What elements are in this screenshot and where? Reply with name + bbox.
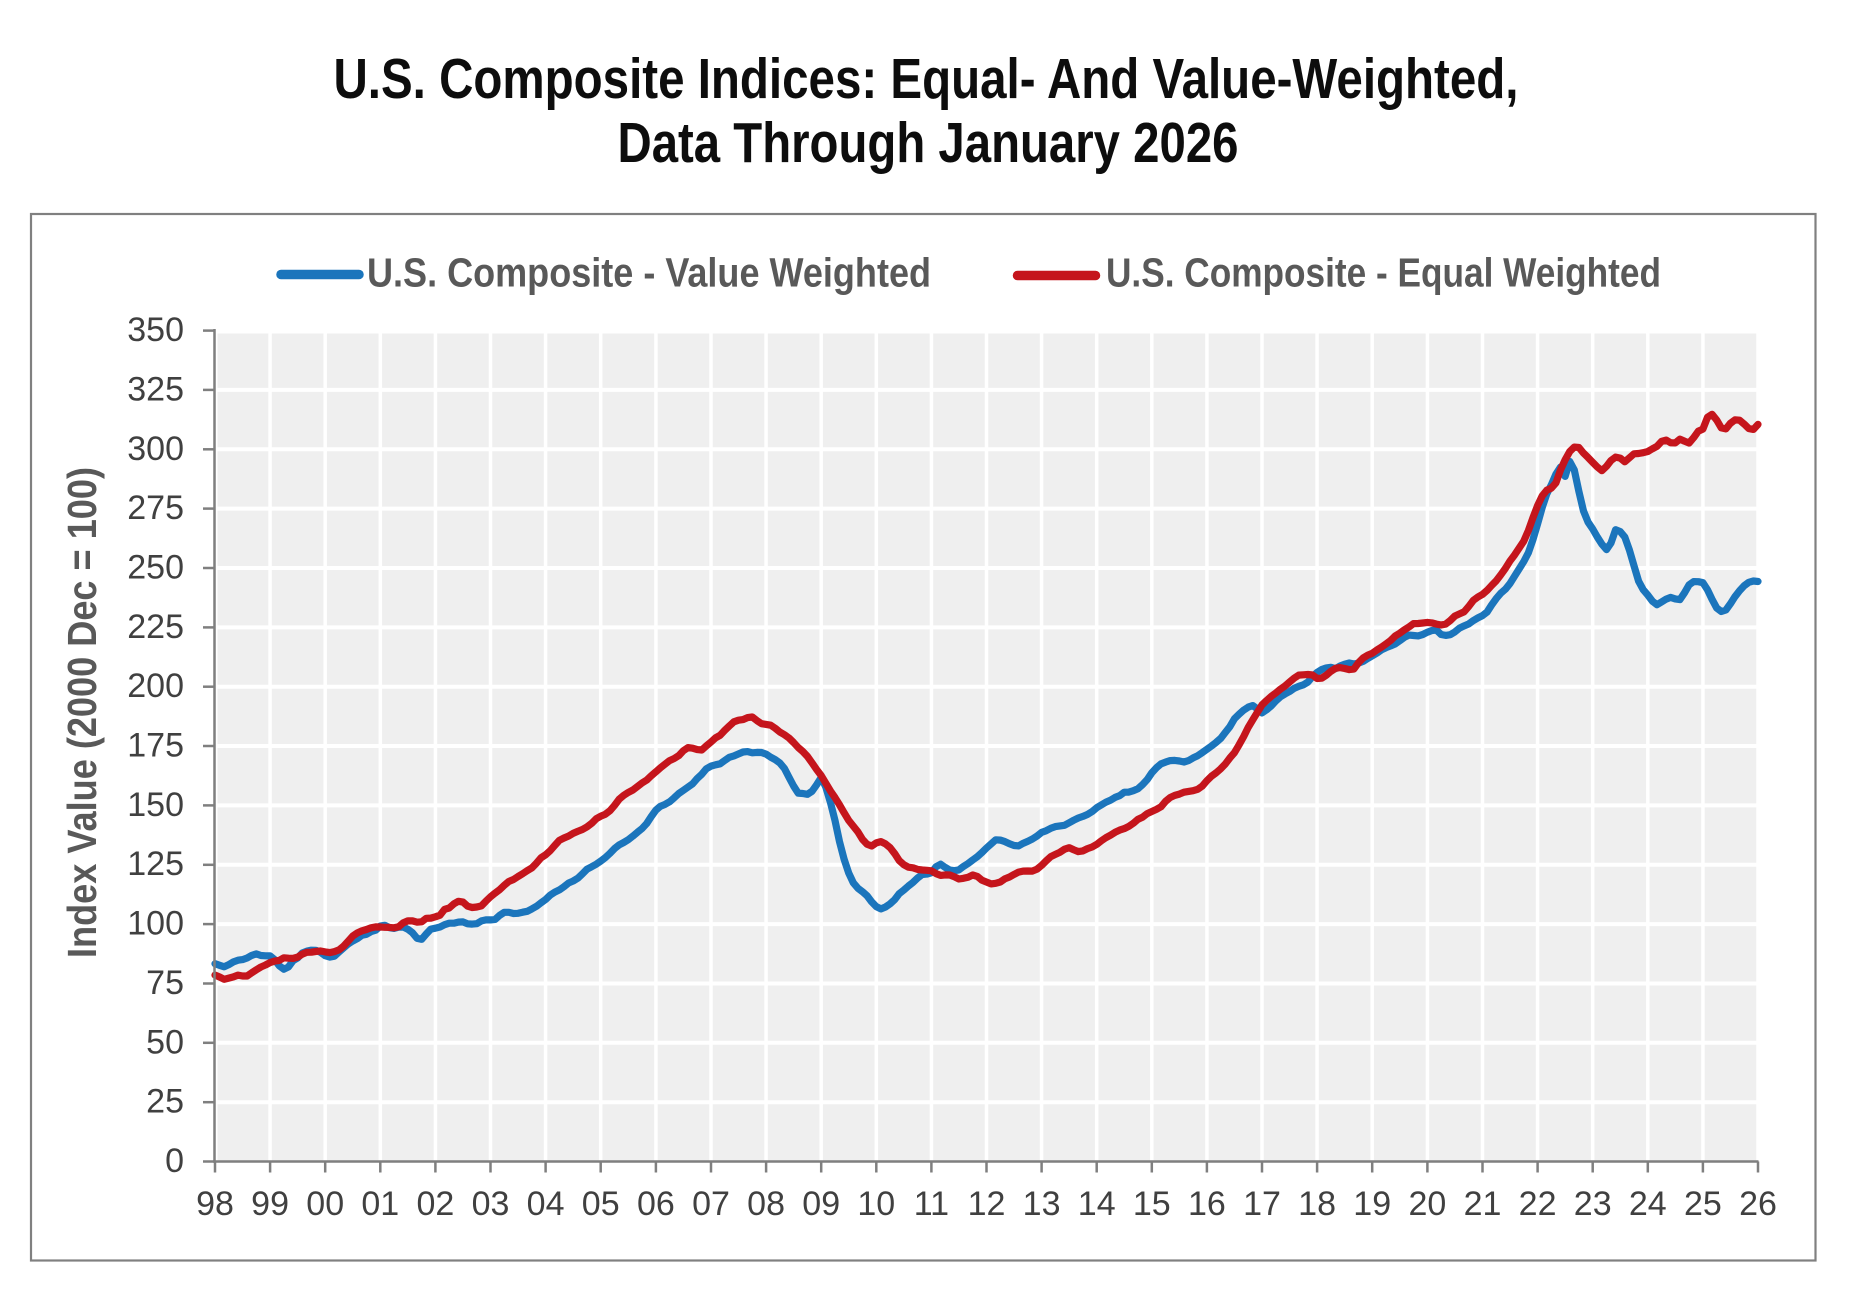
svg-text:06: 06 <box>637 1185 675 1223</box>
svg-text:50: 50 <box>146 1023 184 1061</box>
svg-text:Data Through January 2026: Data Through January 2026 <box>618 111 1239 175</box>
svg-text:17: 17 <box>1243 1185 1281 1223</box>
svg-text:01: 01 <box>361 1185 399 1223</box>
svg-text:08: 08 <box>747 1185 785 1223</box>
svg-text:16: 16 <box>1188 1185 1226 1223</box>
svg-text:U.S. Composite - Equal Weighte: U.S. Composite - Equal Weighted <box>1106 250 1661 296</box>
svg-text:175: 175 <box>127 727 184 765</box>
svg-text:22: 22 <box>1519 1185 1557 1223</box>
svg-text:04: 04 <box>527 1185 565 1223</box>
svg-text:00: 00 <box>306 1185 344 1223</box>
svg-text:150: 150 <box>127 786 184 824</box>
svg-text:99: 99 <box>251 1185 289 1223</box>
svg-text:250: 250 <box>127 549 184 587</box>
svg-text:23: 23 <box>1574 1185 1612 1223</box>
svg-text:24: 24 <box>1629 1185 1667 1223</box>
svg-text:19: 19 <box>1353 1185 1391 1223</box>
svg-text:26: 26 <box>1739 1185 1777 1223</box>
svg-text:10: 10 <box>857 1185 895 1223</box>
svg-text:02: 02 <box>416 1185 454 1223</box>
svg-text:98: 98 <box>196 1185 234 1223</box>
svg-text:09: 09 <box>802 1185 840 1223</box>
svg-text:15: 15 <box>1133 1185 1171 1223</box>
svg-text:75: 75 <box>146 964 184 1002</box>
svg-text:25: 25 <box>146 1083 184 1121</box>
svg-text:200: 200 <box>127 667 184 705</box>
svg-text:Index Value (2000 Dec = 100): Index Value (2000 Dec = 100) <box>59 467 105 958</box>
svg-text:20: 20 <box>1408 1185 1446 1223</box>
svg-text:125: 125 <box>127 845 184 883</box>
svg-text:25: 25 <box>1684 1185 1722 1223</box>
svg-text:100: 100 <box>127 905 184 943</box>
svg-text:07: 07 <box>692 1185 730 1223</box>
svg-text:U.S. Composite Indices: Equal-: U.S. Composite Indices: Equal- And Value… <box>334 47 1519 111</box>
svg-text:0: 0 <box>165 1142 184 1180</box>
svg-text:325: 325 <box>127 370 184 408</box>
svg-text:03: 03 <box>472 1185 510 1223</box>
svg-text:350: 350 <box>127 311 184 349</box>
svg-text:225: 225 <box>127 608 184 646</box>
svg-text:11: 11 <box>914 1185 949 1223</box>
svg-text:18: 18 <box>1298 1185 1336 1223</box>
svg-text:12: 12 <box>968 1185 1006 1223</box>
svg-text:21: 21 <box>1464 1185 1502 1223</box>
svg-text:U.S. Composite - Value Weighte: U.S. Composite - Value Weighted <box>367 250 931 296</box>
svg-text:300: 300 <box>127 430 184 468</box>
svg-text:14: 14 <box>1078 1185 1116 1223</box>
svg-text:13: 13 <box>1023 1185 1061 1223</box>
svg-text:275: 275 <box>127 489 184 527</box>
svg-text:05: 05 <box>582 1185 620 1223</box>
